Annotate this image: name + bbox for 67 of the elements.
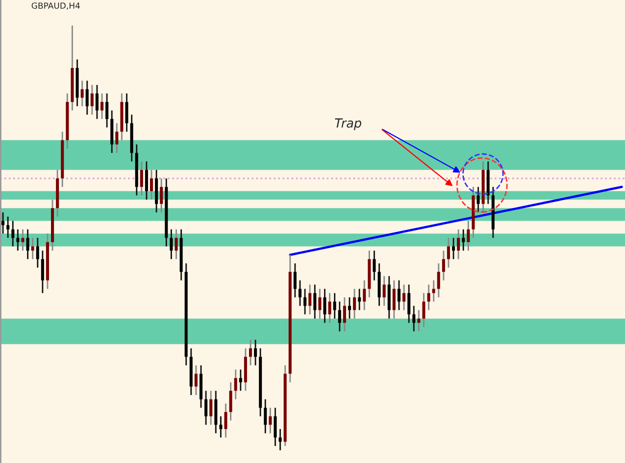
candlestick: [264, 398, 267, 434]
candlestick: [100, 92, 104, 120]
candlestick: [358, 288, 361, 311]
candlestick: [452, 237, 455, 260]
candlestick: [41, 250, 44, 294]
candlestick: [86, 80, 89, 116]
candlestick: [16, 228, 20, 252]
candlestick: [219, 416, 222, 438]
candlestick: [1, 212, 4, 234]
candlestick: [402, 284, 406, 311]
candlestick: [437, 262, 440, 298]
candlestick: [150, 169, 153, 200]
candlestick: [392, 280, 396, 320]
candlestick: [462, 228, 465, 252]
candlestick: [352, 288, 356, 320]
candlestick: [412, 305, 416, 332]
candlestick: [170, 228, 173, 260]
candlestick: [318, 288, 322, 320]
candlestick: [466, 220, 470, 252]
candlestick: [338, 300, 342, 332]
candlestick: [105, 92, 108, 128]
candlestick: [476, 186, 480, 214]
candlestick: [442, 250, 446, 282]
candlestick: [125, 92, 128, 132]
candlestick: [298, 280, 302, 307]
candlestick: [407, 284, 410, 324]
candlestick: [160, 178, 163, 214]
candlestick: [303, 288, 306, 316]
candlestick: [398, 280, 400, 311]
candlestick: [26, 228, 30, 260]
candlestick: [234, 368, 238, 400]
candlestick: [328, 292, 332, 324]
candlestick: [447, 237, 450, 268]
candlestick: [21, 228, 24, 252]
candlestick: [209, 390, 212, 426]
candlestick: [294, 262, 297, 298]
candlestick: [239, 368, 242, 392]
candlestick: [140, 160, 144, 196]
candlestick: [333, 292, 336, 320]
candlestick: [145, 160, 148, 200]
candlestick: [6, 216, 10, 239]
candlestick: [90, 84, 94, 116]
candlestick: [348, 296, 351, 320]
candlestick: [456, 228, 460, 260]
candlestick: [362, 280, 366, 311]
candlestick: [268, 407, 272, 434]
candlestick: [96, 84, 99, 120]
candlestick: [229, 382, 232, 422]
candlestick: [308, 284, 312, 316]
candlestick: [194, 364, 198, 396]
candlestick: [432, 280, 436, 302]
candlestick: [278, 428, 282, 451]
candlestick: [204, 390, 208, 426]
candlestick: [80, 80, 84, 107]
candlestick: [36, 237, 40, 268]
candlestick: [254, 339, 257, 366]
candlestick: [31, 237, 34, 260]
candlestick: [343, 296, 346, 332]
candlestick: [313, 284, 316, 320]
chart-title: GBPAUD,H4: [32, 2, 80, 10]
candlestick: [249, 339, 252, 366]
candlestick: [427, 284, 430, 311]
candlestick: [115, 122, 118, 154]
candlestick: [382, 275, 386, 307]
candlestick: [417, 309, 420, 332]
annotation: Trap: [334, 118, 362, 130]
candlestick: [11, 220, 14, 248]
